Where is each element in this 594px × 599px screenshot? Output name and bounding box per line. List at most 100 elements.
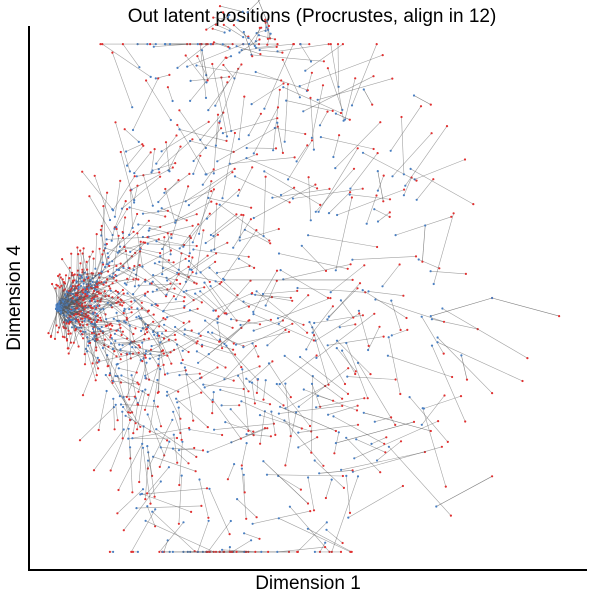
segment-line (278, 518, 351, 553)
segment-line (256, 29, 269, 34)
start-point (166, 372, 169, 375)
start-point (309, 60, 313, 63)
segment-line (237, 167, 253, 196)
start-point (345, 474, 348, 477)
end-point (95, 233, 98, 236)
segment-line (184, 367, 194, 421)
displacement-segment (114, 121, 131, 173)
displacement-segment (327, 191, 352, 215)
displacement-segment (134, 346, 165, 355)
end-point (134, 422, 137, 425)
end-point (310, 451, 313, 454)
end-point (120, 333, 123, 337)
start-point (367, 290, 370, 293)
start-point (252, 216, 255, 220)
start-point (77, 285, 80, 289)
end-point (286, 83, 290, 86)
segment-line (252, 510, 311, 525)
end-point (122, 292, 125, 295)
displacement-segment (258, 48, 284, 54)
end-point (383, 442, 386, 445)
displacement-segment (308, 321, 347, 386)
segment-line (311, 383, 321, 407)
start-point (270, 410, 273, 413)
segment-line (264, 171, 321, 206)
end-point (307, 294, 310, 297)
start-point (131, 226, 134, 229)
start-point (159, 341, 162, 344)
start-point (226, 16, 230, 19)
start-point (299, 355, 302, 359)
end-point (354, 77, 357, 80)
displacement-segment (145, 350, 172, 354)
segment-line (236, 45, 261, 55)
displacement-segment (176, 271, 223, 284)
displacement-segment (228, 156, 296, 165)
end-point (71, 285, 74, 288)
segment-line (63, 315, 68, 341)
end-point (138, 480, 141, 484)
displacement-segment (196, 43, 213, 46)
displacement-segment (314, 167, 356, 213)
end-point (149, 502, 152, 505)
start-point (64, 294, 67, 297)
segment-line (196, 230, 204, 274)
segment-line (136, 505, 202, 509)
end-point (240, 464, 243, 467)
start-point (313, 550, 316, 554)
end-point (74, 328, 77, 331)
segment-line (111, 341, 132, 344)
segment-line (319, 542, 326, 553)
end-point (82, 279, 86, 282)
segment-line (75, 325, 95, 334)
displacement-segment (195, 64, 283, 82)
segment-line (430, 270, 466, 275)
start-point (255, 290, 258, 293)
displacement-segment (247, 112, 262, 137)
displacement-segment (376, 174, 385, 192)
start-point (245, 157, 248, 160)
start-point (144, 388, 147, 391)
segment-line (121, 375, 138, 383)
start-point (324, 541, 327, 544)
end-point (308, 43, 311, 46)
end-point (181, 358, 184, 362)
start-point (155, 162, 158, 165)
displacement-segment (111, 245, 126, 263)
start-point (55, 305, 58, 308)
start-point (150, 171, 153, 174)
end-point (171, 166, 174, 169)
displacement-segment (199, 260, 217, 274)
start-point (127, 437, 130, 440)
start-point (408, 396, 411, 399)
start-point (108, 275, 111, 278)
start-point (216, 321, 219, 324)
segment-line (335, 121, 381, 169)
end-point (429, 429, 432, 433)
end-point (76, 246, 79, 249)
start-point (367, 348, 370, 352)
start-point (412, 94, 416, 97)
segment-line (206, 14, 230, 30)
displacement-segment (315, 397, 366, 409)
segment-line (221, 77, 232, 132)
segment-line (263, 460, 309, 504)
displacement-segment (164, 141, 171, 173)
segment-line (128, 213, 138, 236)
displacement-segment (188, 254, 209, 271)
start-point (295, 160, 298, 163)
end-point (195, 455, 198, 458)
segment-line (179, 224, 199, 249)
displacement-segment (288, 505, 331, 554)
end-point (445, 125, 449, 128)
segment-line (176, 344, 183, 361)
start-point (133, 299, 136, 302)
start-point (101, 261, 104, 264)
start-point (83, 319, 86, 322)
start-point (266, 344, 269, 347)
start-point (225, 344, 228, 347)
segment-line (116, 251, 141, 270)
end-point (136, 428, 139, 431)
end-point (289, 396, 292, 399)
displacement-segment (264, 279, 278, 307)
